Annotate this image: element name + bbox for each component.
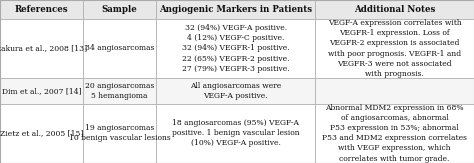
Text: 18 angiosarcomas (95%) VEGF-A
positive. 1 benign vascular lesion
(10%) VEGF-A po: 18 angiosarcomas (95%) VEGF-A positive. … (172, 119, 300, 147)
Text: All angiosarcomas were
VEGF-A positive.: All angiosarcomas were VEGF-A positive. (190, 82, 282, 100)
Text: Itakura et al., 2008 [13]: Itakura et al., 2008 [13] (0, 44, 88, 52)
Bar (0, 104, 83, 163)
Bar (315, 0, 474, 19)
Bar (315, 104, 474, 163)
Bar (156, 19, 315, 78)
Bar (0, 0, 83, 19)
Text: Abnormal MDM2 expression in 68%
of angiosarcomas, abnormal
P53 expression in 53%: Abnormal MDM2 expression in 68% of angio… (322, 104, 467, 163)
Bar (83, 78, 156, 104)
Bar (156, 104, 315, 163)
Bar (0, 78, 83, 104)
Bar (315, 19, 474, 78)
Text: 20 angiosarcomas
5 hemangioma: 20 angiosarcomas 5 hemangioma (85, 82, 155, 100)
Text: Zietz et al., 2005 [15]: Zietz et al., 2005 [15] (0, 129, 83, 137)
Text: 19 angiosarcomas
10 benign vascular lesions: 19 angiosarcomas 10 benign vascular lesi… (69, 124, 171, 142)
Text: VEGF-A expression correlates with
VEGFR-1 expression. Loss of
VEGFR-2 expression: VEGF-A expression correlates with VEGFR-… (328, 19, 462, 78)
Bar (83, 19, 156, 78)
Bar (156, 78, 315, 104)
Text: 34 angiosarcomas: 34 angiosarcomas (85, 44, 155, 52)
Bar (83, 0, 156, 19)
Text: References: References (15, 5, 68, 14)
Bar (315, 78, 474, 104)
Text: 32 (94%) VEGF-A positive.
4 (12%) VEGF-C positive.
32 (94%) VEGFR-1 positive.
22: 32 (94%) VEGF-A positive. 4 (12%) VEGF-C… (182, 24, 290, 73)
Text: Dim et al., 2007 [14]: Dim et al., 2007 [14] (2, 87, 81, 95)
Text: Sample: Sample (102, 5, 137, 14)
Text: Additional Notes: Additional Notes (354, 5, 435, 14)
Bar (83, 104, 156, 163)
Text: Angiogenic Markers in Patients: Angiogenic Markers in Patients (159, 5, 312, 14)
Bar (0, 19, 83, 78)
Bar (156, 0, 315, 19)
